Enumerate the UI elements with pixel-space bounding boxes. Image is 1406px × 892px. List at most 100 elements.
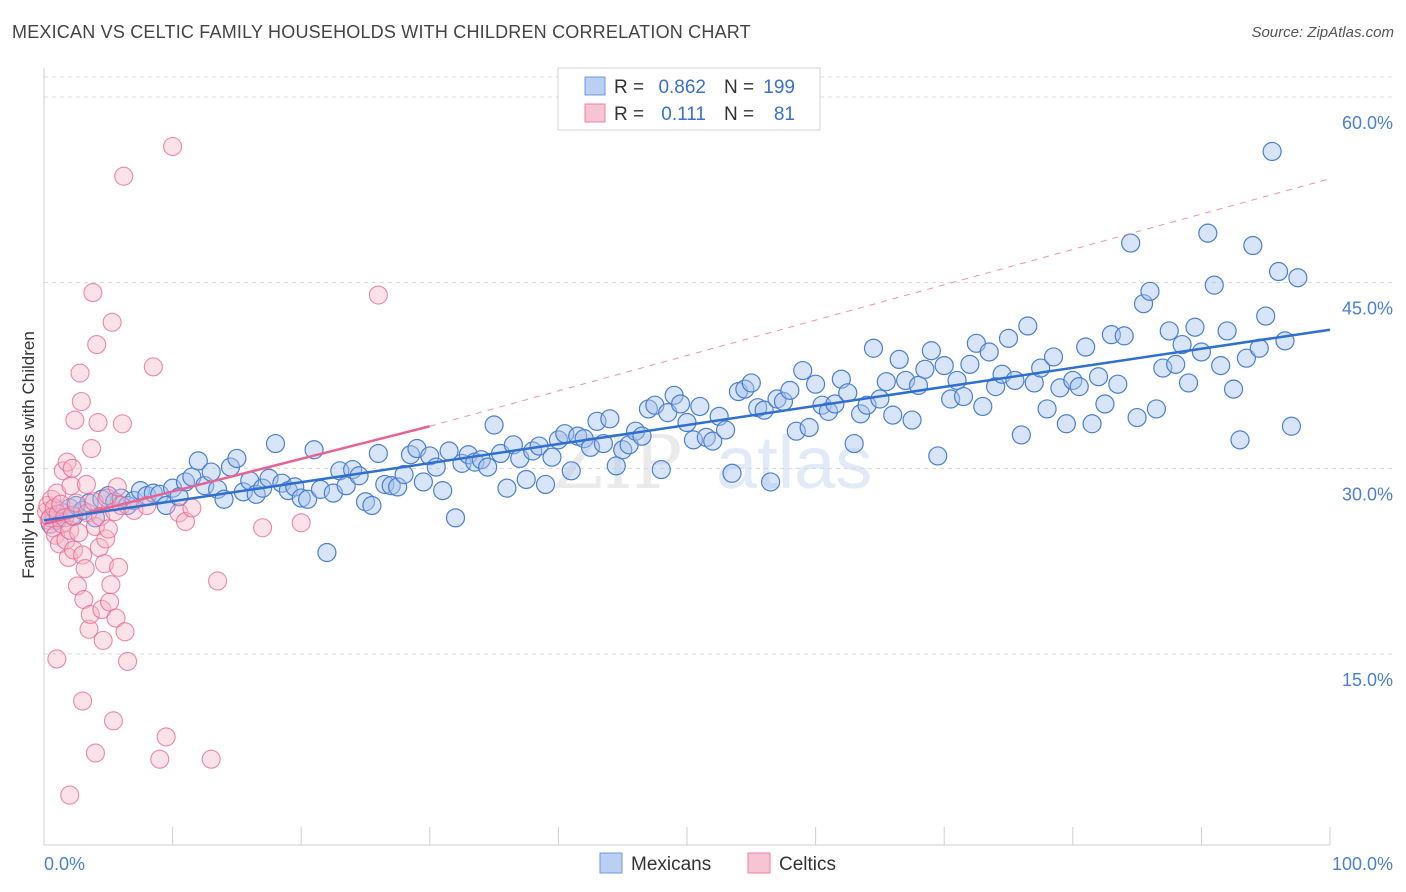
mexicans-point-174 [1140, 281, 1160, 301]
mexicans-point-84 [561, 461, 581, 481]
celtics-point-78 [73, 691, 93, 711]
mexicans-point-165 [1082, 414, 1102, 434]
mexicans-point-190 [1243, 235, 1263, 256]
bottom-legend-celtics: Celtics [779, 854, 836, 875]
celtics-point-22 [65, 410, 85, 430]
celtics-point-75 [368, 285, 388, 305]
mexicans-point-150 [986, 377, 1006, 397]
mexicans-point-32 [227, 448, 247, 469]
celtics-point-67 [163, 136, 183, 157]
celtics-trend-line [43, 425, 431, 526]
celtics-point-73 [253, 518, 273, 538]
mexicans-point-137 [902, 410, 922, 430]
celtics-point-55 [107, 477, 127, 497]
celtics-point-33 [79, 619, 99, 639]
mexicans-point-61 [413, 472, 433, 492]
mexicans-point-164 [1076, 337, 1096, 357]
celtics-point-16 [57, 452, 77, 472]
mexicans-trend-line [43, 328, 1331, 522]
celtics-point-10 [49, 534, 69, 554]
mexicans-point-101 [670, 394, 691, 414]
mexicans-point-28 [201, 462, 221, 482]
mexicans-point-122 [805, 374, 826, 394]
chart-title: MEXICAN VS CELTIC FAMILY HOUSEHOLDS WITH… [12, 22, 751, 42]
celtics-point-76 [47, 649, 67, 669]
celtics-point-65 [150, 749, 170, 769]
mexicans-point-163 [1069, 377, 1089, 397]
mexicans-point-62 [420, 446, 440, 466]
bottom-legend-mexicans: Mexicans [631, 854, 711, 875]
mexicans-point-98 [651, 459, 671, 480]
celtics-point-79 [85, 743, 105, 763]
mexicans-point-57 [388, 477, 408, 497]
mexicans-point-128 [844, 433, 864, 454]
mexicans-point-196 [1281, 416, 1302, 436]
trend-lines [43, 178, 1331, 526]
legend-r-value-2: 0.111 [661, 104, 706, 125]
celtics-points [37, 136, 388, 805]
mexicans-point-183 [1198, 223, 1218, 243]
mexicans-point-145 [953, 386, 974, 407]
mexicans-point-26 [188, 451, 208, 471]
mexicans-point-71 [478, 457, 498, 477]
legend: R = 0.862 N = 199 R = 0.111 N = 81 [557, 67, 821, 131]
celtics-point-61 [118, 651, 138, 671]
celtics-point-70 [182, 498, 202, 518]
mexicans-point-66 [445, 508, 466, 528]
mexicans-point-92 [613, 440, 633, 460]
mexicans-point-153 [1005, 370, 1025, 391]
celtics-point-71 [201, 749, 221, 769]
mexicans-point-146 [960, 354, 980, 374]
mexicans-point-106 [703, 431, 723, 451]
mexicans-point-184 [1204, 275, 1224, 295]
mexicans-point-109 [722, 463, 742, 483]
legend-n-label-2: N = [724, 104, 754, 125]
mexicans-point-77 [516, 469, 536, 490]
celtics-point-45 [94, 554, 114, 574]
mexicans-point-134 [883, 405, 903, 425]
mexicans-point-81 [542, 447, 562, 467]
mexicans-point-177 [1159, 321, 1179, 341]
mexicans-point-158 [1037, 399, 1057, 419]
celtics-point-52 [103, 711, 123, 731]
bottom-legend-swatch-celtics [747, 852, 771, 874]
mexicans-point-131 [863, 338, 884, 358]
mexicans-point-58 [394, 464, 414, 485]
celtics-point-50 [101, 575, 121, 595]
mexicans-point-169 [1108, 374, 1128, 394]
x-tick-label-max: 100.0% [1332, 854, 1393, 874]
mexicans-point-43 [298, 489, 318, 509]
celtics-point-77 [60, 785, 80, 805]
mexicans-point-56 [381, 476, 401, 496]
celtics-point-56 [109, 557, 129, 577]
legend-n-label-1: N = [724, 77, 754, 98]
mexicans-point-179 [1172, 334, 1192, 355]
mexicans-point-108 [715, 420, 736, 440]
mexicans-point-102 [677, 412, 697, 433]
mexicans-point-197 [1288, 268, 1308, 288]
mexicans-point-74 [497, 478, 517, 498]
mexicans-point-91 [606, 456, 626, 476]
mexicans-point-54 [368, 443, 388, 464]
mexicans-point-180 [1178, 373, 1199, 393]
mexicans-point-188 [1230, 430, 1250, 450]
legend-swatch-celtics [584, 103, 606, 123]
mexicans-point-141 [928, 446, 948, 466]
mexicans-point-90 [600, 409, 620, 429]
celtics-point-74 [291, 513, 311, 533]
celtics-point-60 [115, 622, 135, 642]
mexicans-point-142 [934, 355, 954, 376]
celtics-point-44 [93, 630, 113, 650]
mexicans-point-159 [1043, 347, 1064, 367]
mexicans-point-186 [1217, 321, 1237, 341]
celtics-point-30 [75, 559, 95, 579]
celtics-point-26 [70, 363, 90, 383]
grid-lines [44, 76, 1395, 655]
mexicans-point-104 [690, 396, 710, 417]
mexicans-point-166 [1088, 367, 1109, 387]
mexicans-point-148 [973, 396, 993, 417]
mexicans-point-139 [915, 359, 935, 379]
tick-labels: 15.0% 30.0% 45.0% 60.0% 0.0% 100.0% [44, 113, 1393, 874]
celtics-point-48 [98, 519, 118, 539]
mexicans-point-119 [786, 421, 806, 441]
